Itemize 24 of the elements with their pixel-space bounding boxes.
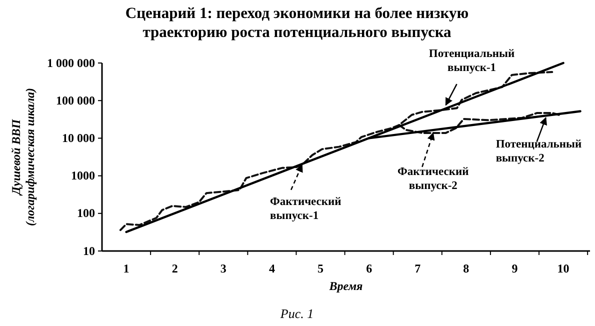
x-tick-label: 9 [512,261,518,276]
x-tick-label: 2 [172,261,178,276]
y-tick-label: 100 [77,206,95,220]
annotation: Потенциальный выпуск-2 [496,138,582,165]
y-axis-title: Душевой ВВП (логарифмическая шкала) [9,88,37,226]
y-tick-label: 10 000 [62,131,95,146]
x-tick-label: 3 [220,261,226,276]
y-tick-label: 1000 [71,168,95,183]
text: Рис. 1 [279,306,314,321]
x-tick-label: 4 [268,261,275,276]
y-tick-label: 10 [83,244,95,258]
annotation: Фактический выпуск-2 [398,166,470,192]
y-tick-label: 100 000 [56,93,95,108]
x-axis-title: Время [328,279,363,293]
x-tick-label: 5 [318,261,324,276]
chart-title: Сценарий 1: переход экономики на более низкую траекторию роста потенциального выпуска [125,5,469,41]
y-tick-label: 1 000 000 [47,56,95,70]
annotation: Потенциальный выпуск-1 [428,48,516,74]
x-tick-label: 10 [557,261,570,276]
x-tick-label: 1 [123,261,130,276]
x-tick-label: 8 [463,261,470,276]
x-tick-label: 7 [414,261,421,276]
annotation: Фактический выпуск-1 [270,196,342,222]
x-tick-label: 6 [366,261,372,276]
